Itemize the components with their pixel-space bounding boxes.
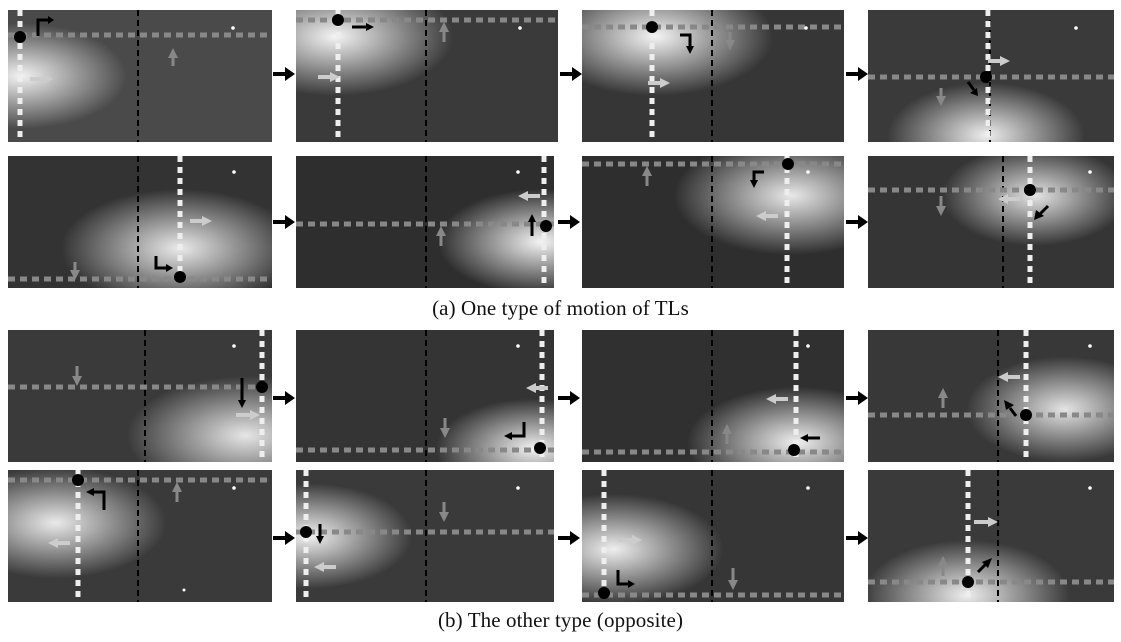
tl-marker-icon xyxy=(72,474,84,486)
sequence-a-row-1-panel-1 xyxy=(8,10,272,142)
sequence-b-row-1-panel-1 xyxy=(8,330,272,462)
right-arrow-icon xyxy=(558,214,580,235)
sequence-a-row-1b-panel-3 xyxy=(582,156,844,288)
right-arrow-icon xyxy=(846,214,868,235)
sequence-b-row-2-panel-1 xyxy=(8,470,272,602)
sequence-a-row-1b-panel-4 xyxy=(868,156,1114,288)
tl-marker-icon xyxy=(540,220,552,232)
right-arrow-icon xyxy=(560,66,582,87)
tl-marker-icon xyxy=(1020,409,1032,421)
tl-marker-icon xyxy=(332,14,344,26)
tl-marker-icon xyxy=(534,442,546,454)
sequence-b-row-1-panel-2 xyxy=(296,330,554,462)
tl-marker-icon xyxy=(256,381,268,393)
caption-a: (a) One type of motion of TLs xyxy=(432,296,689,320)
tl-marker-icon xyxy=(300,526,312,538)
sequence-a-row-1-panel-2 xyxy=(296,10,558,142)
right-arrow-icon xyxy=(273,390,295,411)
right-arrow-icon xyxy=(273,214,295,235)
sequence-a-row-1b-panel-1 xyxy=(8,156,272,288)
tl-marker-icon xyxy=(788,444,800,456)
tl-marker-icon xyxy=(598,587,610,599)
sequence-a-row-1-panel-4 xyxy=(868,10,1114,142)
right-arrow-icon xyxy=(273,530,295,551)
sequence-b-row-2-panel-3 xyxy=(582,470,844,602)
sequence-a-row-1b-panel-2 xyxy=(296,156,554,288)
right-arrow-icon xyxy=(558,390,580,411)
tl-marker-icon xyxy=(14,31,26,43)
right-arrow-icon xyxy=(846,66,868,87)
tl-marker-icon xyxy=(174,271,186,283)
sequence-b-row-2-panel-2 xyxy=(296,470,554,602)
sequence-a-row-1-panel-3 xyxy=(582,10,844,142)
right-arrow-icon xyxy=(273,66,295,87)
right-arrow-icon xyxy=(558,530,580,551)
caption-b: (b) The other type (opposite) xyxy=(437,608,684,632)
sequence-b-row-1-panel-4 xyxy=(868,330,1114,462)
right-arrow-icon xyxy=(846,390,868,411)
tl-marker-icon xyxy=(962,576,974,588)
tl-marker-icon xyxy=(1024,184,1036,196)
tl-marker-icon xyxy=(782,158,794,170)
tl-marker-icon xyxy=(980,71,992,83)
right-arrow-icon xyxy=(846,530,868,551)
tl-marker-icon xyxy=(646,21,658,33)
sequence-b-row-1-panel-3 xyxy=(582,330,844,462)
sequence-b-row-2-panel-4 xyxy=(868,470,1114,602)
